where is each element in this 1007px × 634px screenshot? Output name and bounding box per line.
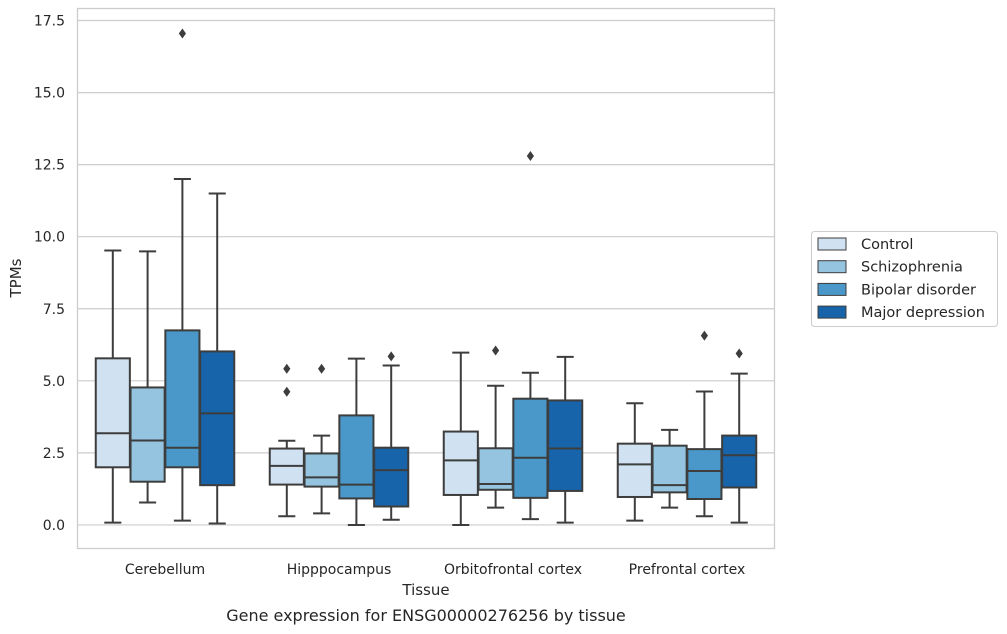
- chart-caption: Gene expression for ENSG00000276256 by t…: [226, 606, 626, 625]
- legend-frame: [811, 231, 998, 327]
- outlier-point: [735, 348, 743, 359]
- box-iqr: [199, 350, 236, 487]
- y-tick-label: 17.5: [34, 14, 65, 30]
- box-bipolar-disorder: [512, 151, 549, 521]
- plot-frame: [76, 7, 776, 550]
- y-tick-label: 10.0: [34, 230, 65, 246]
- box-iqr: [164, 329, 201, 469]
- x-axis-label: Tissue: [401, 581, 449, 599]
- box-iqr: [512, 397, 549, 499]
- box-iqr: [94, 357, 131, 469]
- y-tick-labels: 0.0 2.5 5.0 7.5 10.0 12.5 15.0 17.5: [34, 14, 65, 534]
- box-bipolar-disorder: [686, 330, 723, 518]
- y-tick-label: 2.5: [43, 446, 65, 462]
- outlier-point: [492, 345, 500, 356]
- legend-label: Control: [861, 237, 913, 253]
- outlier-point: [178, 28, 186, 39]
- legend-swatch: [817, 282, 847, 296]
- box-iqr: [547, 399, 584, 492]
- box-major-depression: [373, 351, 410, 521]
- box-bipolar-disorder: [164, 28, 201, 522]
- box-major-depression: [547, 355, 584, 524]
- box-iqr: [616, 442, 653, 498]
- legend: Control Schizophrenia Bipolar disorder Majo…: [811, 231, 998, 327]
- box-control: [616, 402, 653, 522]
- legend-swatch: [817, 237, 847, 251]
- y-tick-label: 0.0: [43, 518, 65, 534]
- box-iqr: [338, 414, 375, 500]
- outlier-point: [283, 363, 291, 374]
- x-tick-label: Hipppocampus: [287, 562, 392, 578]
- box-control: [268, 363, 305, 518]
- box-iqr: [442, 430, 479, 496]
- legend-label: Bipolar disorder: [861, 282, 976, 298]
- y-axis-label: TPMs: [7, 258, 25, 298]
- legend-label: Schizophrenia: [861, 260, 963, 276]
- box-schizophrenia: [129, 250, 166, 504]
- box-schizophrenia: [651, 428, 688, 509]
- box-iqr: [129, 386, 166, 483]
- x-tick-labels: Cerebellum Hipppocampus Orbitofrontal cort…: [125, 562, 745, 578]
- box-iqr: [303, 452, 340, 488]
- x-tick-label: Cerebellum: [125, 562, 205, 578]
- box-schizophrenia: [303, 363, 340, 515]
- box-iqr: [686, 448, 723, 500]
- box-bipolar-disorder: [338, 357, 375, 526]
- y-tick-label: 5.0: [43, 374, 65, 390]
- box-major-depression: [199, 192, 236, 525]
- box-iqr: [477, 447, 514, 491]
- box-control: [94, 249, 131, 524]
- legend-label: Major depression: [861, 305, 985, 321]
- box-control: [442, 351, 479, 526]
- outlier-point: [526, 151, 534, 161]
- outlier-point: [318, 363, 326, 374]
- y-tick-label: 7.5: [43, 302, 65, 318]
- x-tick-label: Orbitofrontal cortex: [444, 562, 582, 578]
- y-tick-label: 15.0: [34, 86, 65, 102]
- box-iqr: [373, 446, 410, 508]
- y-tick-label: 12.5: [34, 158, 65, 174]
- x-tick-label: Prefrontal cortex: [629, 562, 746, 578]
- box-iqr: [721, 434, 758, 489]
- box-schizophrenia: [477, 345, 514, 509]
- box-major-depression: [721, 348, 758, 524]
- legend-swatch: [817, 260, 847, 274]
- outlier-point: [700, 330, 708, 341]
- box-plots: [94, 28, 758, 526]
- legend-swatch: [817, 305, 847, 319]
- outlier-point: [387, 351, 395, 362]
- outlier-point: [283, 386, 291, 397]
